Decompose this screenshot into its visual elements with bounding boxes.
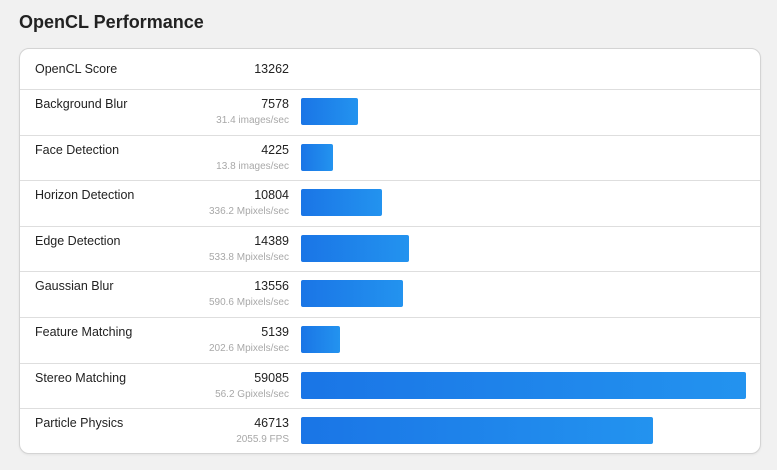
page-title: OpenCL Performance [19,12,204,32]
score-value: 13262 [254,62,289,76]
benchmark-bar [301,325,340,353]
benchmark-score: 59085 [254,370,289,385]
benchmark-score: 4225 [261,142,289,157]
benchmark-name: Particle Physics [35,416,124,431]
benchmark-score: 14389 [254,233,289,248]
benchmark-score: 5139 [261,324,289,339]
benchmark-row: Stereo Matching 59085 56.2 Gpixels/sec [20,364,760,410]
benchmark-bar [301,371,746,399]
benchmark-row: Gaussian Blur 13556 590.6 Mpixels/sec [20,272,760,318]
benchmark-name: Face Detection [35,142,120,157]
benchmark-name: Gaussian Blur [35,279,114,294]
benchmark-rate: 590.6 Mpixels/sec [208,297,289,309]
benchmark-row: Horizon Detection 10804 336.2 Mpixels/sec [20,181,760,227]
benchmark-name: Edge Detection [35,233,121,248]
benchmark-rate: 533.8 Mpixels/sec [208,251,289,263]
benchmark-score: 7578 [261,97,289,111]
benchmark-bar [301,234,409,262]
benchmark-row: Background Blur 7578 31.4 images/sec [20,90,760,136]
benchmark-score: 46713 [254,416,289,431]
benchmark-name: Horizon Detection [35,188,135,203]
benchmark-bar [301,417,653,445]
benchmark-name: Background Blur [35,97,128,111]
score-row: OpenCL Score 13262 [20,49,760,90]
benchmark-score: 13556 [254,279,289,294]
benchmark-rate: 202.6 Mpixels/sec [208,342,289,354]
benchmark-row: Feature Matching 5139 202.6 Mpixels/sec [20,318,760,364]
results-card: OpenCL Score 13262 Background Blur 7578 31… [19,48,761,454]
benchmark-rate: 31.4 images/sec [216,115,289,126]
benchmark-row: Particle Physics 46713 2055.9 FPS [20,409,760,453]
benchmark-rate: 336.2 Mpixels/sec [208,206,289,218]
benchmark-rate: 2055.9 FPS [236,434,289,446]
benchmark-bar [301,189,382,217]
benchmark-score: 10804 [254,188,289,203]
benchmark-name: Stereo Matching [35,370,127,385]
benchmark-bar [301,98,358,125]
benchmark-row: Face Detection 4225 13.8 images/sec [20,136,760,182]
score-label: OpenCL Score [35,62,118,76]
benchmark-row: Edge Detection 14389 533.8 Mpixels/sec [20,227,760,273]
benchmark-rate: 13.8 images/sec [216,160,289,172]
benchmark-rate: 56.2 Gpixels/sec [215,388,289,400]
benchmark-name: Feature Matching [35,324,133,339]
benchmark-bar [301,143,333,171]
benchmark-bar [301,280,403,308]
